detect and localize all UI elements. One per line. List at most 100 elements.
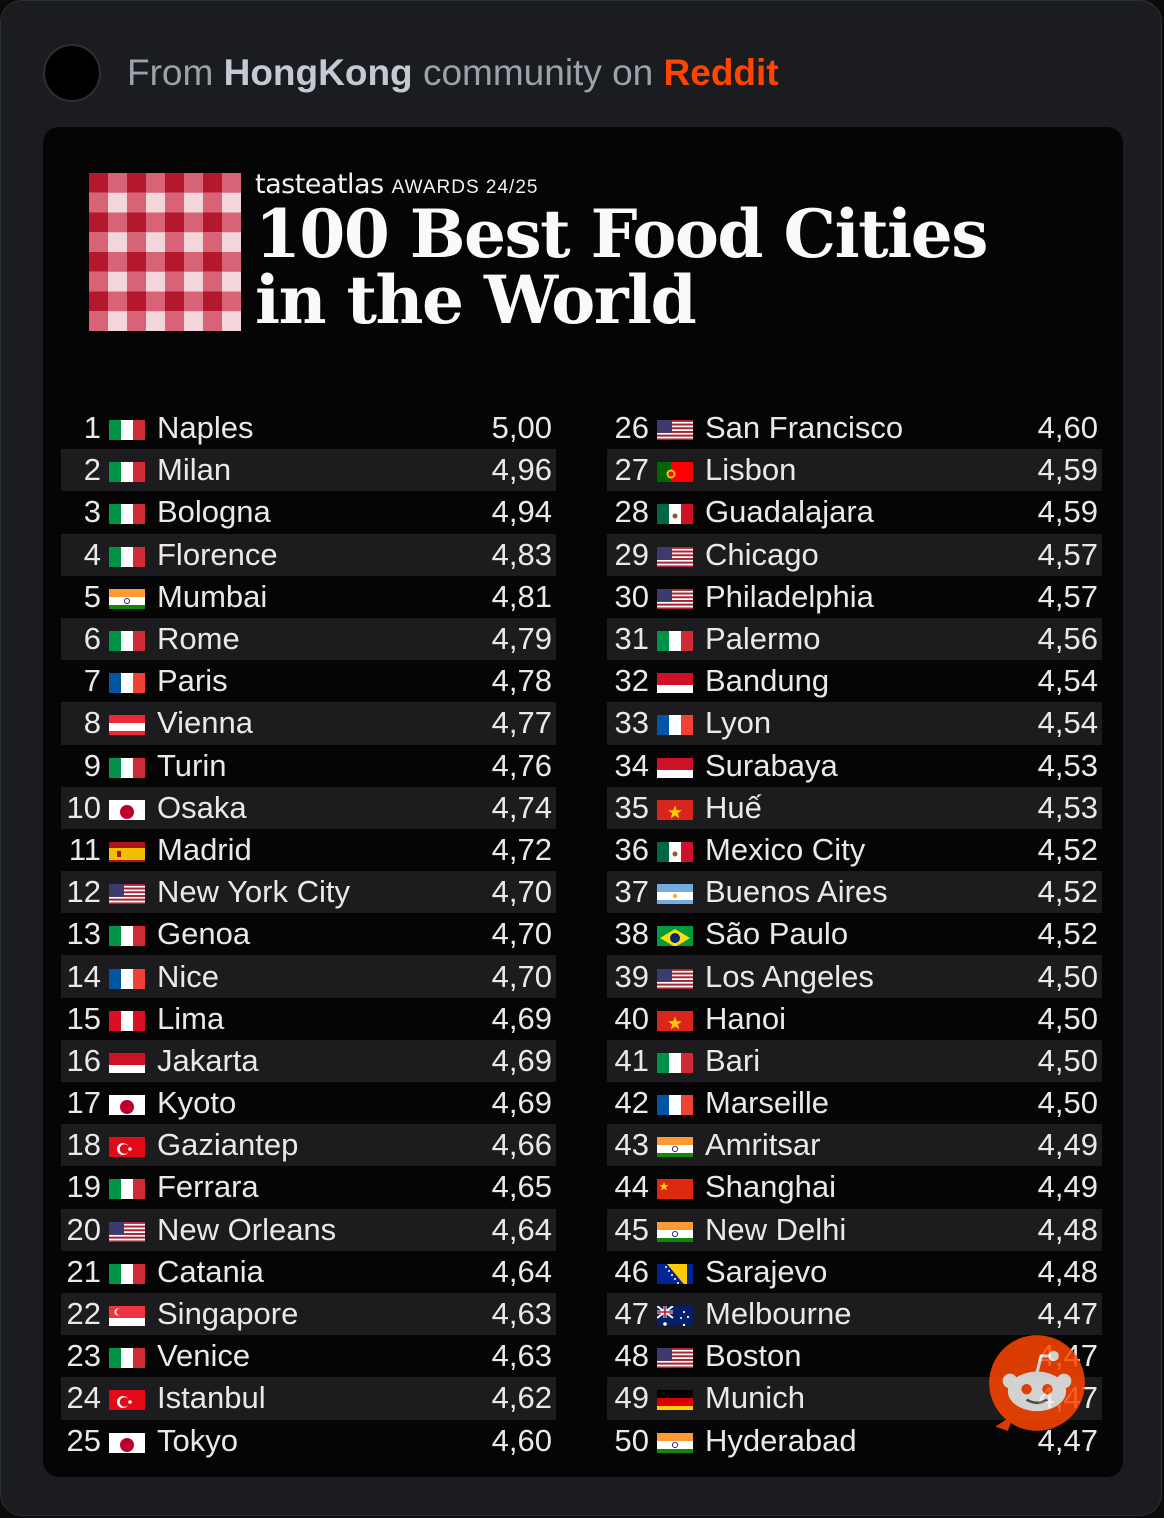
rank-number: 25: [66, 1422, 101, 1458]
ranking-row: 1 Naples 5,00: [61, 407, 556, 449]
city-score: 4,56: [1037, 621, 1098, 657]
community-name-link[interactable]: HongKong: [223, 52, 413, 93]
city-score: 5,00: [491, 410, 552, 446]
city-score: 4,59: [1037, 452, 1098, 488]
city-score: 4,65: [491, 1169, 552, 1205]
ranking-row: 22 Singapore 4,63: [61, 1292, 556, 1336]
ranking-row: 42 Marseille 4,50: [607, 1082, 1102, 1124]
flag-sg-icon: [109, 1302, 145, 1327]
rank-number: 42: [614, 1085, 649, 1121]
city-name: Munich: [705, 1380, 805, 1416]
city-name: Istanbul: [157, 1380, 266, 1416]
ranking-row: 2 Milan 4,96: [61, 449, 556, 492]
flag-au-icon: [657, 1302, 693, 1327]
ranking-row: 30 Philadelphia 4,57: [607, 576, 1102, 618]
rank-number: 50: [614, 1422, 649, 1458]
city-score: 4,70: [491, 958, 552, 994]
flag-mx-icon: [657, 838, 693, 862]
city-score: 4,57: [1037, 578, 1098, 614]
city-score: 4,64: [491, 1253, 552, 1289]
city-score: 4,47: [1037, 1296, 1098, 1332]
flag-in-icon: [109, 585, 145, 609]
ranking-row: 24 Istanbul 4,62: [61, 1377, 556, 1420]
city-score: 4,52: [1037, 874, 1098, 910]
city-name: Hanoi: [705, 1000, 786, 1036]
ranking-row: 10 Osaka 4,74: [61, 786, 556, 829]
ranking-row: 27 Lisbon 4,59: [607, 449, 1102, 492]
city-name: Hyderabad: [705, 1422, 857, 1458]
flag-it-icon: [109, 1175, 145, 1200]
ranking-row: 19 Ferrara 4,65: [61, 1166, 556, 1208]
page-title: 100 Best Food Cities in the World: [255, 201, 1115, 333]
flag-it-icon: [109, 754, 145, 778]
reddit-snoo-icon: [989, 1335, 1085, 1431]
community-avatar[interactable]: [43, 44, 101, 102]
flag-in-icon: [657, 1429, 693, 1453]
rank-number: 41: [614, 1042, 649, 1078]
rank-number: 12: [66, 874, 101, 910]
city-score: 4,76: [491, 747, 552, 783]
city-name: Tokyo: [157, 1422, 238, 1458]
city-score: 4,60: [1037, 410, 1098, 446]
ranking-row: 17 Kyoto 4,69: [61, 1082, 556, 1124]
flag-us-icon: [109, 1218, 145, 1242]
city-name: Shanghai: [705, 1169, 837, 1205]
ranking-row: 32 Bandung 4,54: [607, 660, 1102, 702]
city-score: 4,60: [491, 1422, 552, 1458]
city-score: 4,52: [1037, 831, 1098, 867]
flag-it-icon: [109, 1344, 145, 1369]
rank-number: 3: [83, 494, 101, 530]
rank-number: 16: [66, 1042, 101, 1078]
city-name: Amritsar: [705, 1127, 821, 1163]
city-name: Sarajevo: [705, 1253, 828, 1289]
title-line-1: 100 Best Food Cities: [255, 195, 988, 273]
flag-pe-icon: [109, 1007, 145, 1031]
city-score: 4,59: [1037, 494, 1098, 530]
city-name: Melbourne: [705, 1296, 852, 1332]
ranking-row: 36 Mexico City 4,52: [607, 829, 1102, 871]
city-name: São Paulo: [705, 916, 849, 952]
city-score: 4,70: [491, 874, 552, 910]
city-name: New York City: [157, 874, 350, 910]
city-name: Lyon: [705, 705, 772, 741]
city-name: Kyoto: [157, 1085, 237, 1121]
city-score: 4,62: [491, 1380, 552, 1416]
city-score: 4,63: [491, 1338, 552, 1374]
flag-in-icon: [657, 1133, 693, 1158]
city-score: 4,50: [1037, 1085, 1098, 1121]
city-name: Mexico City: [705, 831, 866, 867]
flag-it-icon: [109, 416, 145, 441]
flag-jp-icon: [109, 1429, 145, 1453]
ranking-row: 14 Nice 4,70: [61, 955, 556, 998]
city-score: 4,53: [1037, 747, 1098, 783]
post-header: From HongKong community on Reddit: [43, 41, 779, 105]
city-name: Huế: [705, 789, 762, 825]
flag-vn-icon: [657, 796, 693, 820]
rank-number: 26: [614, 410, 649, 446]
source-middle: community on: [422, 52, 654, 93]
rank-number: 10: [66, 789, 101, 825]
post-image[interactable]: tasteatlas AWARDS 24/25 100 Best Food Ci…: [43, 127, 1123, 1477]
city-score: 4,53: [1037, 789, 1098, 825]
city-name: Buenos Aires: [705, 874, 888, 910]
ranking-row: 46 Sarajevo 4,48: [607, 1251, 1102, 1293]
rank-number: 14: [66, 958, 101, 994]
city-score: 4,54: [1037, 705, 1098, 741]
city-name: Ferrara: [157, 1169, 259, 1205]
rank-number: 7: [83, 663, 101, 699]
rank-number: 31: [614, 621, 649, 657]
city-name: Philadelphia: [705, 578, 874, 614]
flag-es-icon: [109, 838, 145, 862]
city-name: Turin: [157, 747, 227, 783]
rank-number: 11: [68, 831, 101, 867]
rank-number: 45: [614, 1211, 649, 1247]
city-score: 4,83: [491, 536, 552, 572]
ranking-row: 37 Buenos Aires 4,52: [607, 871, 1102, 914]
city-name: Gaziantep: [157, 1127, 299, 1163]
rank-number: 40: [614, 1000, 649, 1036]
city-score: 4,48: [1037, 1253, 1098, 1289]
rank-number: 47: [614, 1296, 649, 1332]
city-score: 4,96: [491, 452, 552, 488]
flag-jp-icon: [109, 1091, 145, 1116]
city-name: New Orleans: [157, 1211, 337, 1247]
